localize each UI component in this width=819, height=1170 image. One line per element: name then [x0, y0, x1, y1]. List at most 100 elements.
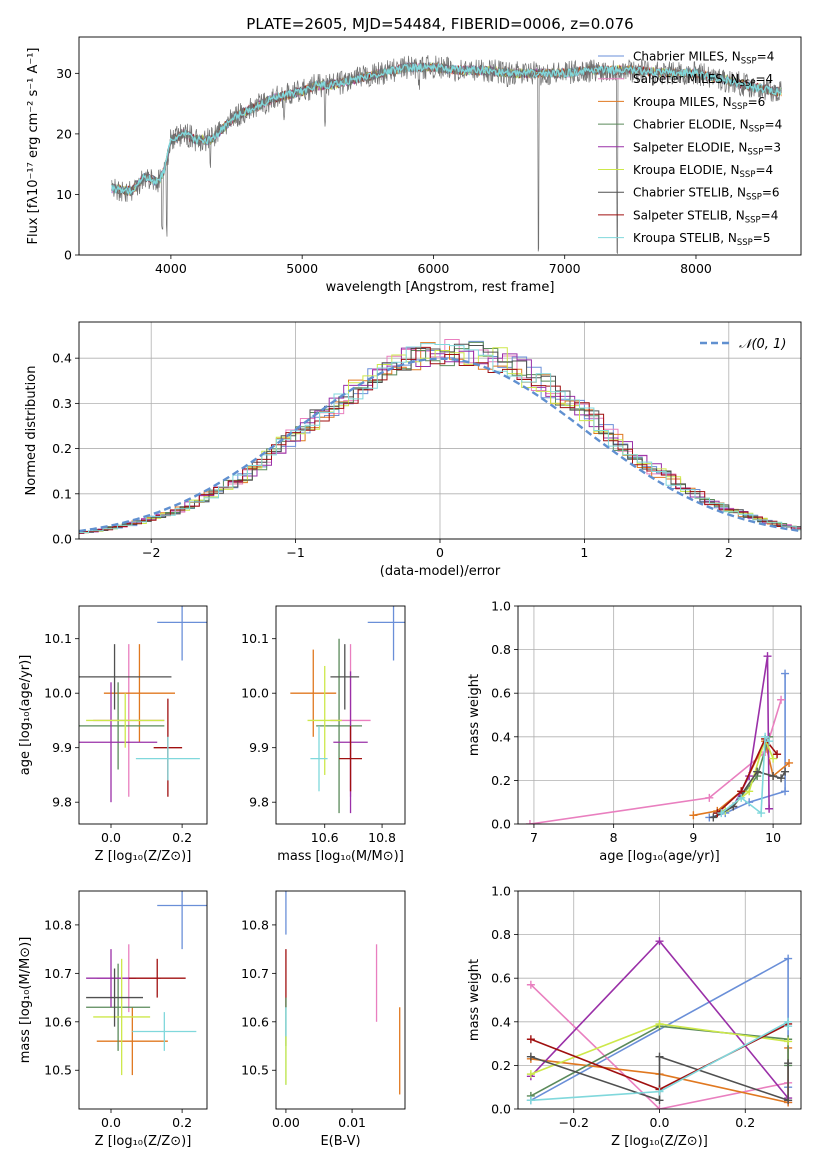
data-point-marker	[526, 980, 535, 989]
y-axis-label: age [log₁₀(age/yr)]	[18, 655, 33, 776]
model-spectrum-top	[111, 62, 782, 195]
data-point-marker	[709, 813, 718, 822]
y-axis-label: mass weight	[467, 674, 482, 756]
x-axis-label: wavelength [Angstrom, rest frame]	[326, 280, 555, 295]
series-line-salpeter_stelib	[716, 737, 778, 814]
legend-label-main: Kroupa ELODIE, N	[633, 163, 740, 177]
y-tick-label: 0.0	[491, 1102, 511, 1117]
legend-label-sub: SSP	[740, 79, 756, 89]
panel-mass_weight_vs_Z: −0.2 0.0 0.2 0.0 0.2 0.4 0.6 0.8 1.0 Z [log₁₀(Z/Z…	[467, 884, 802, 1149]
gaussian-curve	[79, 357, 801, 533]
data-point-marker	[769, 754, 778, 763]
y-tick-label: 1.0	[491, 884, 511, 899]
panel-age_vs_mass: 10.6 10.8 9.8 9.9 10.0 10.1 mass [log₁₀(M/M⊙)]	[241, 605, 406, 864]
x-axis-label: age [log₁₀(age/yr)]	[599, 849, 720, 864]
y-tick-label: 10.1	[44, 631, 72, 646]
x-tick-label: 0.01	[338, 1115, 366, 1130]
x-tick-label: 0.2	[735, 1115, 755, 1130]
y-tick-label: 1.0	[491, 599, 511, 614]
y-tick-label: 10.8	[241, 917, 269, 932]
y-axis-label: mass weight	[467, 959, 482, 1041]
legend-label-sub: SSP	[745, 215, 761, 225]
x-tick-label: 7	[530, 830, 538, 845]
y-axis-label: Flux [fλ10⁻¹⁷ erg cm⁻² s⁻¹ A⁻¹]	[26, 48, 41, 245]
data-point-marker	[526, 1070, 535, 1079]
histogram-kroupa_stelib	[79, 343, 801, 534]
data-point-marker	[655, 1052, 664, 1061]
x-tick-label: 4000	[155, 261, 187, 276]
legend-label-sub: SSP	[747, 147, 763, 157]
legend-label-main: Chabrier STELIB, N	[633, 186, 746, 200]
y-tick-label: 0.1	[52, 486, 72, 501]
data-point-marker	[777, 695, 786, 704]
panel-mass_weight_vs_age: 7 8 9 10 0.0 0.2 0.4 0.6 0.8 1.0 age [log₁₀(age/yr…	[467, 599, 802, 864]
y-tick-label: 0.0	[491, 817, 511, 832]
legend-label-main: Salpeter MILES, N	[633, 72, 740, 86]
x-tick-label: 7000	[549, 261, 581, 276]
legend-label: Salpeter MILES, NSSP=4	[633, 72, 773, 89]
data-point-marker	[526, 1052, 535, 1061]
y-tick-label: 10.7	[241, 966, 269, 981]
plot-area-residuals	[79, 339, 801, 535]
x-tick-label: 10.6	[311, 830, 339, 845]
x-tick-label: 0	[436, 545, 444, 560]
axes-frame	[78, 605, 208, 825]
y-axis-label: Normed distribution	[24, 366, 39, 496]
y-tick-label: 10.0	[241, 686, 269, 701]
y-tick-label: 10.5	[44, 1063, 72, 1078]
y-tick-label: 10.0	[44, 686, 72, 701]
x-tick-label: 2	[725, 545, 733, 560]
histogram-salpeter_miles	[79, 339, 801, 534]
legend-label-sub: SSP	[741, 57, 757, 67]
axes-frame	[517, 890, 802, 1110]
x-tick-label: −1	[286, 545, 304, 560]
legend-label-suffix: =4	[757, 50, 775, 64]
data-point-marker	[769, 772, 778, 781]
x-axis-label: mass [log₁₀(M/M⊙)]	[277, 849, 404, 864]
series-line-salpeter_miles	[529, 699, 782, 824]
legend-label-suffix: =4	[755, 163, 773, 177]
legend-label-suffix: =6	[762, 186, 780, 200]
data-point-marker	[689, 811, 698, 820]
legend-label-sub: SSP	[732, 102, 748, 112]
panel-mass_vs_ebv: 0.00 0.01 10.5 10.6 10.7 10.8 E(B-V)	[241, 890, 406, 1149]
y-tick-label: 10.6	[241, 1014, 269, 1029]
legend-label-sub: SSP	[746, 193, 762, 203]
y-tick-label: 9.8	[52, 795, 72, 810]
data-point-marker	[781, 669, 790, 678]
data-point-marker	[784, 1037, 793, 1046]
x-tick-label: −2	[142, 545, 160, 560]
y-tick-label: 9.9	[249, 740, 269, 755]
x-tick-label: 9	[689, 830, 697, 845]
legend-label: Chabrier MILES, NSSP=4	[633, 50, 774, 67]
plot-area-mass_weight_vs_age	[525, 652, 794, 824]
y-tick-label: 0.4	[491, 729, 511, 744]
axes-frame	[275, 890, 406, 1110]
data-point-marker	[781, 787, 790, 796]
legend-label: Kroupa STELIB, NSSP=5	[633, 231, 771, 248]
y-tick-label: 30	[56, 66, 72, 81]
plot-area-age_vs_mass	[290, 606, 405, 814]
x-tick-label: 8	[610, 830, 618, 845]
legend-label: Kroupa ELODIE, NSSP=4	[633, 163, 773, 180]
legend-label-suffix: =4	[755, 72, 773, 86]
legend-label-gaussian: 𝒩(0, 1)	[739, 337, 786, 352]
plot-area-mass_vs_ebv	[285, 891, 401, 1095]
data-point-marker	[525, 820, 534, 824]
y-tick-label: 0.3	[52, 396, 72, 411]
data-point-marker	[655, 937, 664, 946]
x-axis-label: Z [log₁₀(Z/Z⊙)]	[95, 1134, 192, 1149]
legend-label: Salpeter STELIB, NSSP=4	[633, 208, 778, 225]
plot-area-age_vs_Z	[79, 606, 207, 803]
legend-label-main: Kroupa STELIB, N	[633, 231, 737, 245]
x-tick-label: 5000	[286, 261, 318, 276]
x-tick-label: 8000	[680, 261, 712, 276]
legend-label-main: Chabrier ELODIE, N	[633, 118, 749, 132]
legend-label: Chabrier STELIB, NSSP=6	[633, 186, 780, 203]
y-tick-label: 10.8	[44, 917, 72, 932]
y-tick-label: 0.2	[491, 773, 511, 788]
data-point-marker	[655, 1019, 664, 1028]
histogram-salpeter_stelib	[79, 346, 801, 534]
